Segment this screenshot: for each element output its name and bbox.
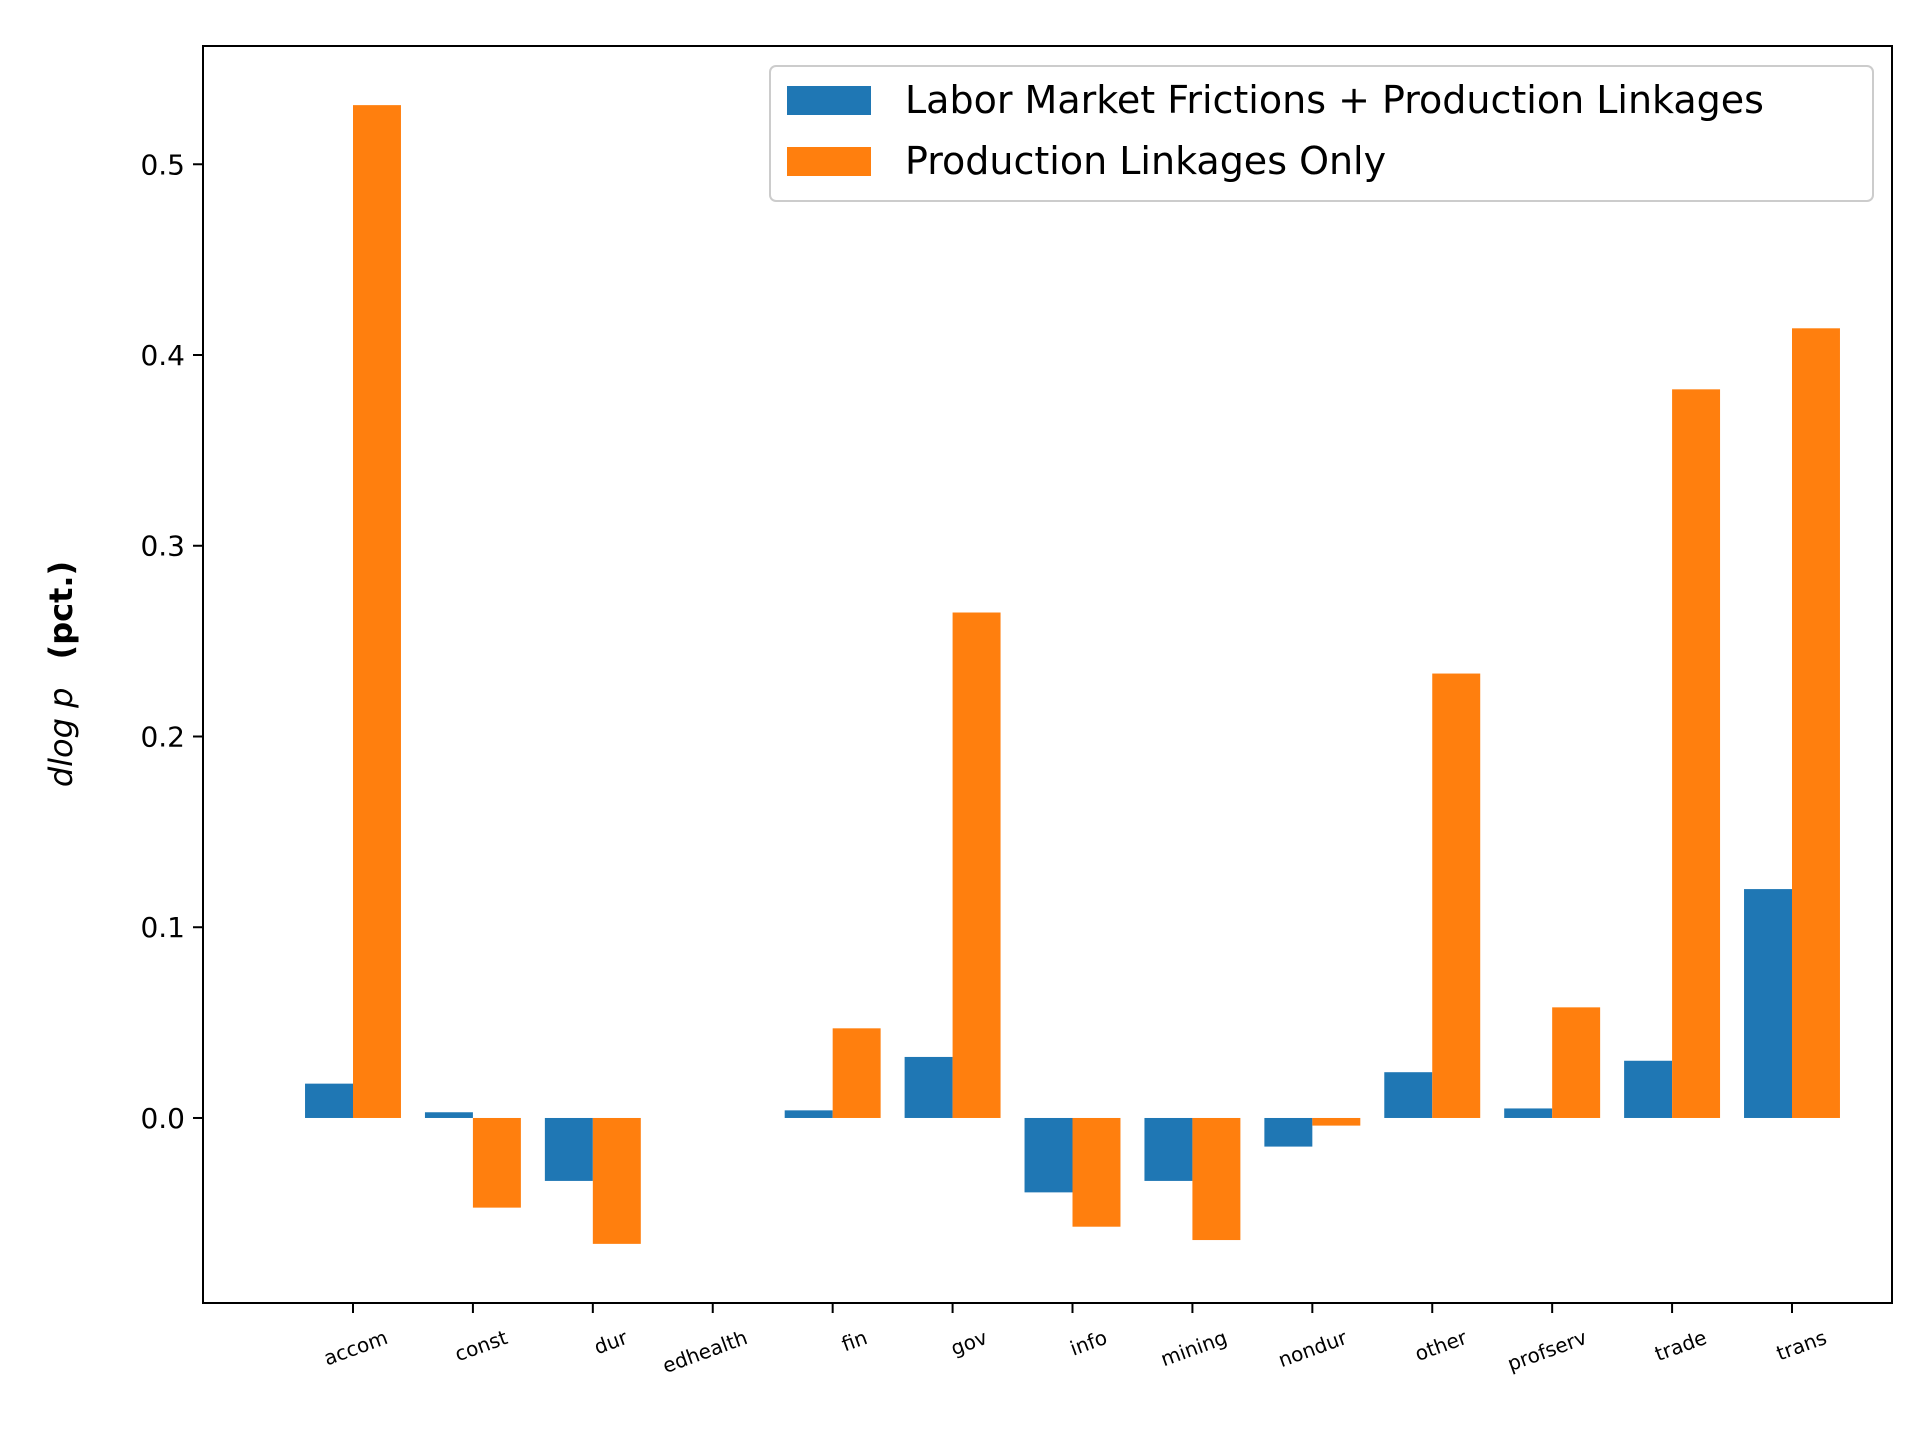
bar-trans-series-2 [1792,328,1840,1118]
bar-other-series-1 [1384,1072,1433,1118]
y-tick-label: 0.2 [140,720,185,753]
bar-profserv-series-1 [1504,1108,1553,1118]
legend-swatch-series-1 [787,86,871,115]
bar-profserv-series-2 [1552,1007,1601,1118]
bar-const-series-1 [424,1112,473,1118]
y-tick-label: 0.3 [140,530,185,563]
y-tick-label: 0.0 [140,1102,185,1135]
bar-info-series-1 [1024,1117,1073,1193]
y-tick-label: 0.4 [140,339,185,372]
bar-accom-series-1 [305,1083,353,1118]
y-axis-label-text: (pct.) [42,561,80,660]
bar-mining-series-2 [1192,1117,1241,1241]
bar-info-series-2 [1072,1117,1121,1227]
plot-frame [202,45,1893,1304]
bar-accom-series-2 [353,105,401,1118]
legend-label-series-1: Labor Market Frictions + Production Link… [905,78,1764,122]
bar-dur-series-2 [592,1117,641,1244]
bar-nondur-series-2 [1312,1117,1361,1126]
bar-fin-series-2 [832,1028,881,1118]
bar-fin-series-1 [784,1110,833,1118]
bar-nondur-series-1 [1264,1117,1313,1147]
bar-mining-series-1 [1144,1117,1193,1181]
y-axis-label: dlog p (pct.) [42,561,80,787]
y-tick-label: 0.5 [140,148,185,181]
bar-trade-series-2 [1672,389,1721,1118]
bar-const-series-2 [472,1117,521,1208]
y-tick-label: 0.1 [140,911,185,944]
y-axis-ticks: 0.0 0.1 0.2 0.3 0.4 0.5 [140,148,203,1135]
legend-box [769,65,1874,202]
legend-swatch-series-2 [787,147,871,176]
legend-label-series-2: Production Linkages Only [905,139,1386,183]
bar-other-series-2 [1432,673,1481,1118]
legend: Labor Market Frictions + Production Link… [769,65,1874,202]
bar-gov-series-1 [904,1056,953,1118]
bar-dur-series-1 [544,1117,593,1181]
bar-trans-series-1 [1744,889,1792,1118]
y-axis-label-math: dlog p [42,688,80,788]
bar-trade-series-1 [1624,1060,1673,1118]
bar-gov-series-2 [952,612,1001,1118]
bars-group [305,105,1840,1244]
